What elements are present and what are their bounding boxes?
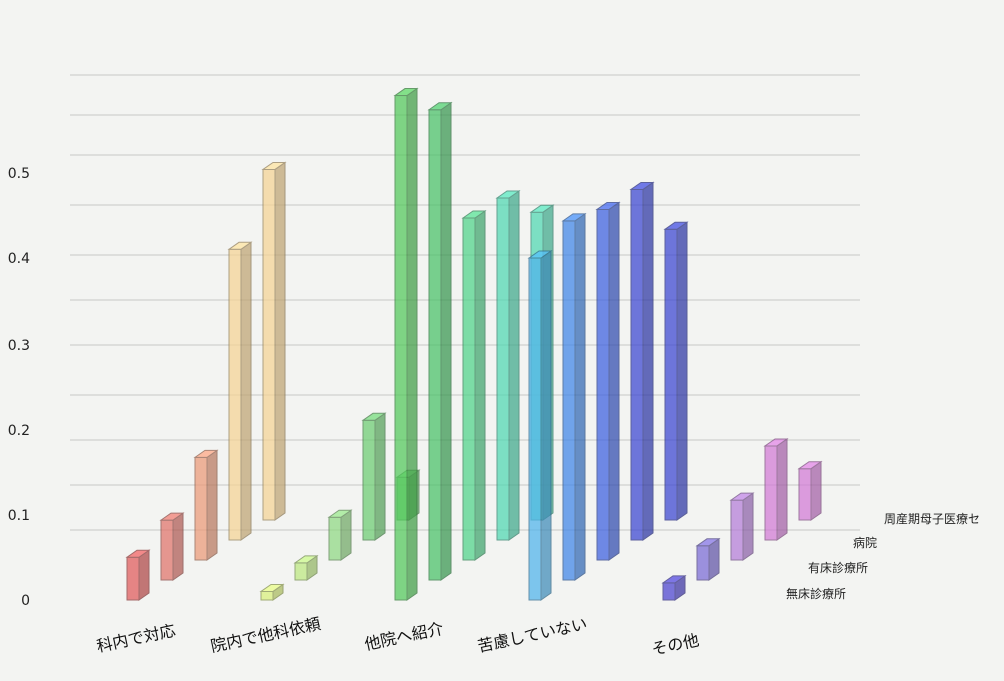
bar [193,449,219,561]
bar [159,512,185,581]
depth-label: 無床診療所 [786,586,846,601]
bars-group [125,87,823,601]
y-axis-ticks: 0 0.1 0.2 0.3 0.4 0.5 [8,166,30,609]
bar [293,554,319,581]
y-tick-label: 0.4 [8,251,30,267]
bar [561,212,587,581]
x-category-label: 科内で対応 [95,621,177,656]
bar [663,221,689,521]
bar [361,412,387,541]
bar [125,549,151,601]
x-category-label: 他院へ紹介 [363,619,445,654]
x-category-label: 苦慮していない [476,614,589,656]
bar [763,437,789,541]
depth-label: 周産期母子医療セ [884,511,980,526]
bar [227,241,253,541]
bar [259,583,285,601]
bar [595,201,621,561]
bar [427,101,453,581]
bar [661,574,687,601]
x-category-label: 院内で他科依頼 [209,614,323,656]
y-tick-label: 0.5 [8,166,30,182]
bar [527,250,553,601]
bar [461,210,487,561]
bar [495,190,521,541]
bar [629,181,655,541]
bar [797,460,823,521]
bar [327,509,353,561]
x-axis-categories: 科内で対応 院内で他科依頼 他院へ紹介 苦慮していない その他 [95,614,701,659]
y-tick-label: 0.2 [8,423,30,439]
x-category-label: その他 [650,630,701,659]
y-tick-label: 0 [21,593,30,609]
bar [729,492,755,561]
bar [393,87,419,601]
y-tick-label: 0.1 [8,508,30,524]
depth-label: 有床診療所 [808,560,868,575]
depth-label: 病院 [853,535,877,550]
bar [695,537,721,581]
bar [261,161,287,521]
y-tick-label: 0.3 [8,338,30,354]
